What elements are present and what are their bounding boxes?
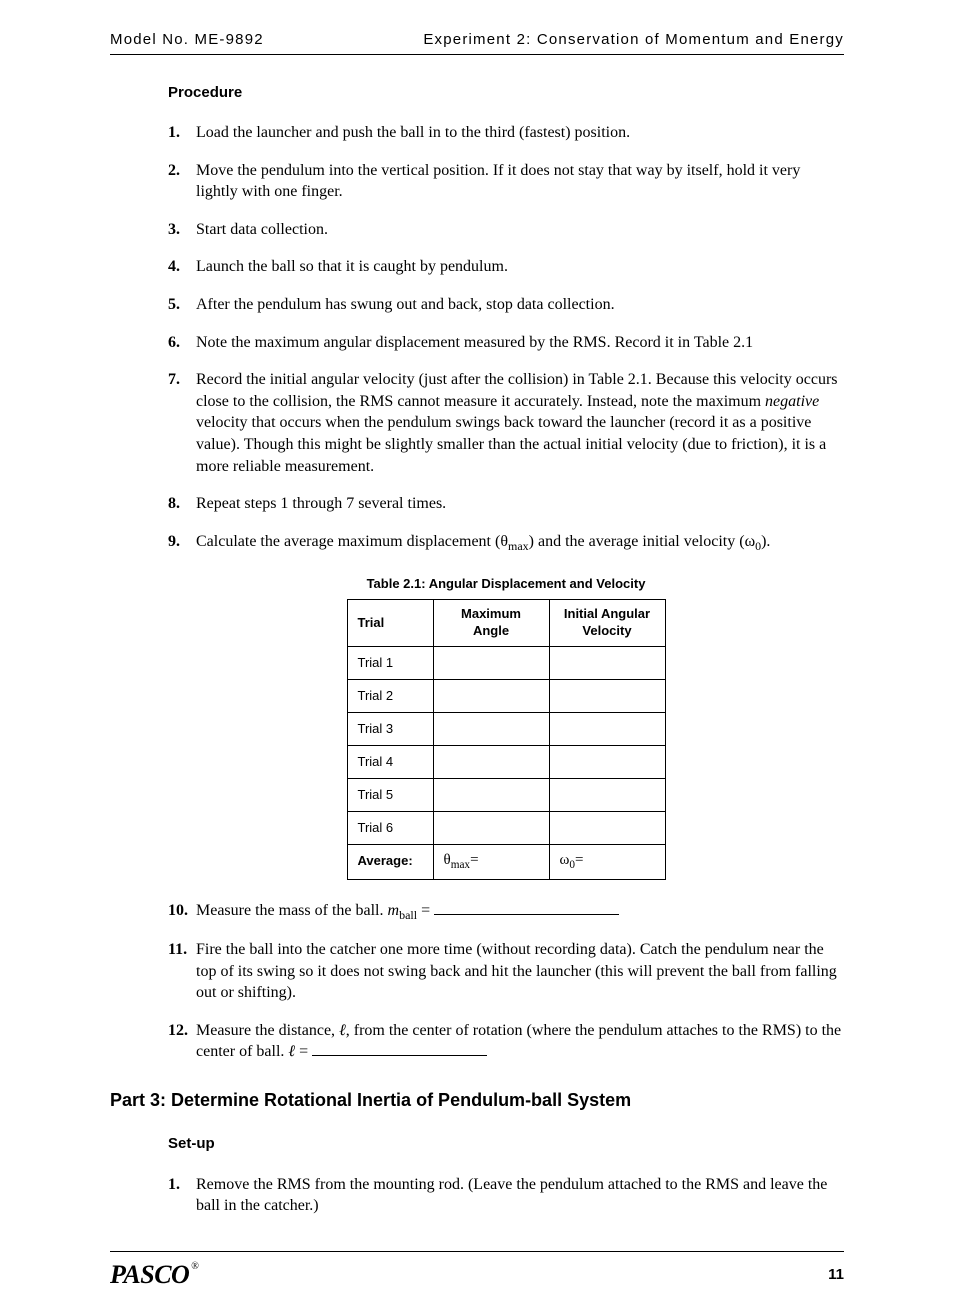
step-text: Repeat steps 1 through 7 several times.	[196, 493, 844, 515]
step-number: 7.	[168, 369, 196, 477]
trial-label: Trial 6	[347, 811, 433, 844]
velocity-cell	[549, 712, 665, 745]
step-number: 11.	[168, 939, 196, 1004]
procedure-steps-10-12: 10.Measure the mass of the ball. mball =…	[168, 900, 844, 1063]
part3-heading: Part 3: Determine Rotational Inertia of …	[110, 1089, 844, 1112]
page-header: Model No. ME-9892 Experiment 2: Conserva…	[110, 30, 844, 55]
step-number: 2.	[168, 160, 196, 203]
trial-label: Trial 2	[347, 679, 433, 712]
table-caption: Table 2.1: Angular Displacement and Velo…	[168, 576, 844, 593]
max-angle-cell	[433, 679, 549, 712]
setup-steps: 1.Remove the RMS from the mounting rod. …	[168, 1174, 844, 1217]
trial-label: Trial 5	[347, 778, 433, 811]
procedure-step: 6.Note the maximum angular displacement …	[168, 332, 844, 354]
col-header-velocity: Initial Angular Velocity	[549, 599, 665, 646]
step-number: 8.	[168, 493, 196, 515]
step-number: 12.	[168, 1020, 196, 1063]
step-number: 5.	[168, 294, 196, 316]
max-angle-cell	[433, 811, 549, 844]
average-angle: θmax=	[433, 844, 549, 879]
step-number: 6.	[168, 332, 196, 354]
trial-label: Trial 4	[347, 745, 433, 778]
trial-label: Trial 1	[347, 646, 433, 679]
procedure-step: 9.Calculate the average maximum displace…	[168, 531, 844, 554]
velocity-cell	[549, 778, 665, 811]
table-row: Trial 4	[347, 745, 665, 778]
step-text: Move the pendulum into the vertical posi…	[196, 160, 844, 203]
step-number: 1.	[168, 122, 196, 144]
max-angle-cell	[433, 745, 549, 778]
setup-heading: Set-up	[168, 1134, 844, 1154]
col-header-trial: Trial	[347, 599, 433, 646]
col-header-angle: Maximum Angle	[433, 599, 549, 646]
table-row: Trial 3	[347, 712, 665, 745]
procedure-steps-1-9: 1.Load the launcher and push the ball in…	[168, 122, 844, 554]
procedure-step: 3.Start data collection.	[168, 219, 844, 241]
step-number: 4.	[168, 256, 196, 278]
table-header-row: Trial Maximum Angle Initial Angular Velo…	[347, 599, 665, 646]
page-number: 11	[828, 1265, 844, 1285]
step-number: 10.	[168, 900, 196, 923]
velocity-cell	[549, 679, 665, 712]
max-angle-cell	[433, 646, 549, 679]
procedure-step: 7.Record the initial angular velocity (j…	[168, 369, 844, 477]
procedure-heading: Procedure	[168, 83, 844, 103]
max-angle-cell	[433, 778, 549, 811]
header-left: Model No. ME-9892	[110, 30, 264, 50]
max-angle-cell	[433, 712, 549, 745]
page-footer: PASCO® 11	[110, 1251, 844, 1292]
step-number: 1.	[168, 1174, 196, 1217]
procedure-step: 1.Load the launcher and push the ball in…	[168, 122, 844, 144]
average-velocity: ω0=	[549, 844, 665, 879]
table-row: Trial 2	[347, 679, 665, 712]
procedure-step: 1.Remove the RMS from the mounting rod. …	[168, 1174, 844, 1217]
procedure-step: 11.Fire the ball into the catcher one mo…	[168, 939, 844, 1004]
step-text: Measure the mass of the ball. mball =	[196, 900, 844, 923]
table-average-row: Average:θmax=ω0=	[347, 844, 665, 879]
step-text: Measure the distance, ℓ, from the center…	[196, 1020, 844, 1063]
procedure-step: 10.Measure the mass of the ball. mball =	[168, 900, 844, 923]
procedure-step: 2.Move the pendulum into the vertical po…	[168, 160, 844, 203]
step-text: Note the maximum angular displacement me…	[196, 332, 844, 354]
velocity-cell	[549, 811, 665, 844]
average-label: Average:	[347, 844, 433, 879]
procedure-step: 5.After the pendulum has swung out and b…	[168, 294, 844, 316]
step-text: Launch the ball so that it is caught by …	[196, 256, 844, 278]
table-row: Trial 6	[347, 811, 665, 844]
main-content: Procedure 1.Load the launcher and push t…	[110, 83, 844, 1063]
step-text: Start data collection.	[196, 219, 844, 241]
table-row: Trial 1	[347, 646, 665, 679]
step-number: 3.	[168, 219, 196, 241]
trial-label: Trial 3	[347, 712, 433, 745]
step-text: Remove the RMS from the mounting rod. (L…	[196, 1174, 844, 1217]
header-right: Experiment 2: Conservation of Momentum a…	[423, 30, 844, 50]
procedure-step: 4.Launch the ball so that it is caught b…	[168, 256, 844, 278]
step-text: Load the launcher and push the ball in t…	[196, 122, 844, 144]
step-text: Record the initial angular velocity (jus…	[196, 369, 844, 477]
velocity-cell	[549, 745, 665, 778]
registered-icon: ®	[191, 1260, 198, 1273]
data-table: Trial Maximum Angle Initial Angular Velo…	[347, 599, 666, 880]
step-text: Calculate the average maximum displaceme…	[196, 531, 844, 554]
table-row: Trial 5	[347, 778, 665, 811]
pasco-logo: PASCO®	[110, 1258, 198, 1292]
step-number: 9.	[168, 531, 196, 554]
procedure-step: 12.Measure the distance, ℓ, from the cen…	[168, 1020, 844, 1063]
velocity-cell	[549, 646, 665, 679]
procedure-step: 8.Repeat steps 1 through 7 several times…	[168, 493, 844, 515]
step-text: After the pendulum has swung out and bac…	[196, 294, 844, 316]
step-text: Fire the ball into the catcher one more …	[196, 939, 844, 1004]
